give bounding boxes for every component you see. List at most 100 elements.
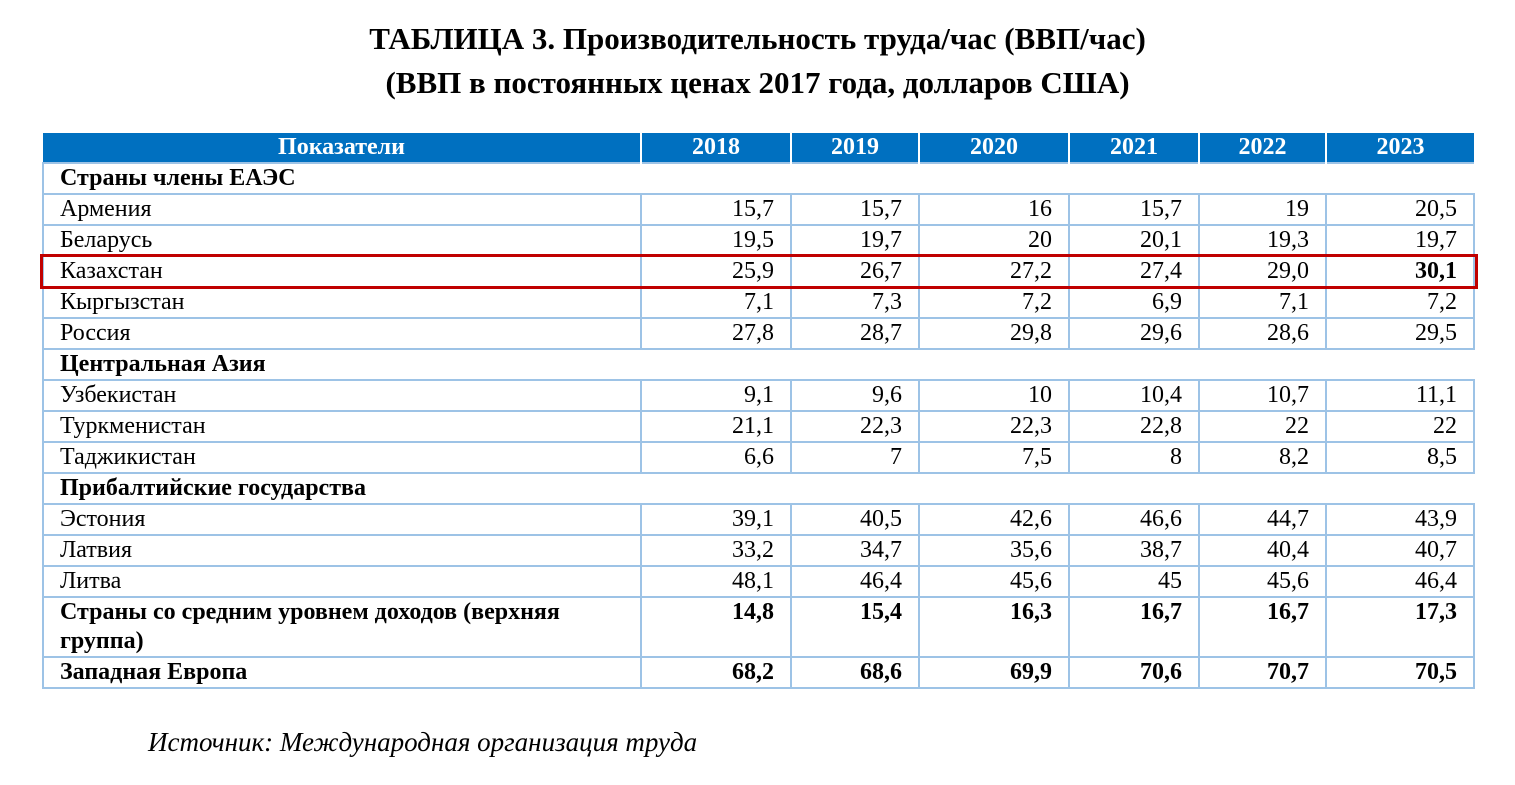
table-row: Казахстан 25,9 26,7 27,2 27,4 29,0 30,1 (42, 255, 1475, 288)
table-row: Беларусь 19,5 19,7 20 20,1 19,3 19,7 (42, 224, 1475, 257)
row-label: Западная Европа (42, 656, 642, 689)
value-cell: 68,2 (640, 656, 792, 689)
value-cell: 19 (1198, 193, 1327, 226)
value-cell: 15,7 (640, 193, 792, 226)
header-year: 2018 (641, 133, 792, 163)
section-row: Страны члены ЕАЭС (42, 162, 1474, 195)
value-cell: 34,7 (790, 534, 920, 567)
value-cell: 9,1 (640, 379, 792, 412)
value-cell: 19,7 (790, 224, 920, 257)
row-label: Узбекистан (42, 379, 642, 412)
value-cell: 29,6 (1068, 317, 1200, 350)
value-cell: 20 (918, 224, 1070, 257)
value-cell: 6,6 (640, 441, 792, 474)
value-cell: 17,3 (1325, 596, 1475, 658)
value-cell: 33,2 (640, 534, 792, 567)
value-cell: 38,7 (1068, 534, 1200, 567)
value-cell: 26,7 (790, 255, 920, 288)
value-cell: 70,6 (1068, 656, 1200, 689)
section-label: Страны члены ЕАЭС (42, 162, 1474, 195)
table-row: Латвия 33,2 34,7 35,6 38,7 40,4 40,7 (42, 534, 1475, 567)
value-cell: 46,4 (1325, 565, 1475, 598)
value-cell: 40,5 (790, 503, 920, 536)
table-row: Россия 27,8 28,7 29,8 29,6 28,6 29,5 (42, 317, 1475, 350)
value-cell: 40,4 (1198, 534, 1327, 567)
value-cell: 45,6 (1198, 565, 1327, 598)
row-label: Армения (42, 193, 642, 226)
value-cell: 20,1 (1068, 224, 1200, 257)
value-cell: 7,5 (918, 441, 1070, 474)
value-cell: 16,3 (918, 596, 1070, 658)
value-cell: 29,5 (1325, 317, 1475, 350)
row-label: Туркменистан (42, 410, 642, 443)
value-cell: 69,9 (918, 656, 1070, 689)
table-row: Западная Европа 68,2 68,6 69,9 70,6 70,7 70,5 (42, 656, 1475, 689)
value-cell: 28,7 (790, 317, 920, 350)
value-cell: 70,5 (1325, 656, 1475, 689)
value-cell: 28,6 (1198, 317, 1327, 350)
value-cell: 30,1 (1325, 255, 1475, 288)
value-cell: 8 (1068, 441, 1200, 474)
value-cell: 27,2 (918, 255, 1070, 288)
value-cell: 27,4 (1068, 255, 1200, 288)
header-year: 2022 (1199, 133, 1327, 163)
header-row: Показатели 2018 2019 2020 2021 2022 2023 (43, 133, 1474, 163)
row-label: Беларусь (42, 224, 642, 257)
value-cell: 27,8 (640, 317, 792, 350)
value-cell: 22 (1325, 410, 1475, 443)
section-label: Центральная Азия (42, 348, 1474, 381)
value-cell: 11,1 (1325, 379, 1475, 412)
value-cell: 44,7 (1198, 503, 1327, 536)
value-cell: 15,7 (790, 193, 920, 226)
table-row: Армения 15,7 15,7 16 15,7 19 20,5 (42, 193, 1475, 226)
value-cell: 10,4 (1068, 379, 1200, 412)
value-cell: 7,3 (790, 286, 920, 319)
row-label: Страны со средним уровнем доходов (верхн… (42, 596, 642, 658)
value-cell: 45 (1068, 565, 1200, 598)
value-cell: 6,9 (1068, 286, 1200, 319)
row-label: Казахстан (42, 255, 642, 288)
value-cell: 21,1 (640, 410, 792, 443)
value-cell: 42,6 (918, 503, 1070, 536)
value-cell: 25,9 (640, 255, 792, 288)
section-row: Центральная Азия (42, 348, 1474, 381)
value-cell: 19,5 (640, 224, 792, 257)
value-cell: 29,0 (1198, 255, 1327, 288)
row-label: Кыргызстан (42, 286, 642, 319)
value-cell: 16,7 (1068, 596, 1200, 658)
table-row: Кыргызстан 7,1 7,3 7,2 6,9 7,1 7,2 (42, 286, 1475, 319)
value-cell: 15,4 (790, 596, 920, 658)
value-cell: 46,4 (790, 565, 920, 598)
value-cell: 39,1 (640, 503, 792, 536)
value-cell: 16,7 (1198, 596, 1327, 658)
value-cell: 70,7 (1198, 656, 1327, 689)
value-cell: 15,7 (1068, 193, 1200, 226)
row-label: Таджикистан (42, 441, 642, 474)
table-row: Таджикистан 6,6 7 7,5 8 8,2 8,5 (42, 441, 1475, 474)
value-cell: 10,7 (1198, 379, 1327, 412)
table-subtitle: (ВВП в постоянных ценах 2017 года, долла… (385, 65, 1130, 100)
header-year: 2021 (1069, 133, 1200, 163)
source-note: Источник: Международная организация труд… (148, 727, 698, 757)
table-row: Узбекистан 9,1 9,6 10 10,4 10,7 11,1 (42, 379, 1475, 412)
table-row: Литва 48,1 46,4 45,6 45 45,6 46,4 (42, 565, 1475, 598)
value-cell: 7,2 (918, 286, 1070, 319)
table-row: Страны со средним уровнем доходов (верхн… (42, 596, 1475, 658)
value-cell: 19,3 (1198, 224, 1327, 257)
value-cell: 19,7 (1325, 224, 1475, 257)
value-cell: 9,6 (790, 379, 920, 412)
value-cell: 22 (1198, 410, 1327, 443)
table-row: Эстония 39,1 40,5 42,6 46,6 44,7 43,9 (42, 503, 1475, 536)
header-year: 2020 (919, 133, 1070, 163)
value-cell: 7 (790, 441, 920, 474)
row-label: Эстония (42, 503, 642, 536)
productivity-table: Показатели 2018 2019 2020 2021 2022 2023 Стран… (42, 133, 1475, 689)
row-label: Россия (42, 317, 642, 350)
header-year: 2019 (791, 133, 920, 163)
value-cell: 29,8 (918, 317, 1070, 350)
section-row: Прибалтийские государства (42, 472, 1474, 505)
value-cell: 40,7 (1325, 534, 1475, 567)
value-cell: 7,2 (1325, 286, 1475, 319)
value-cell: 20,5 (1325, 193, 1475, 226)
value-cell: 43,9 (1325, 503, 1475, 536)
